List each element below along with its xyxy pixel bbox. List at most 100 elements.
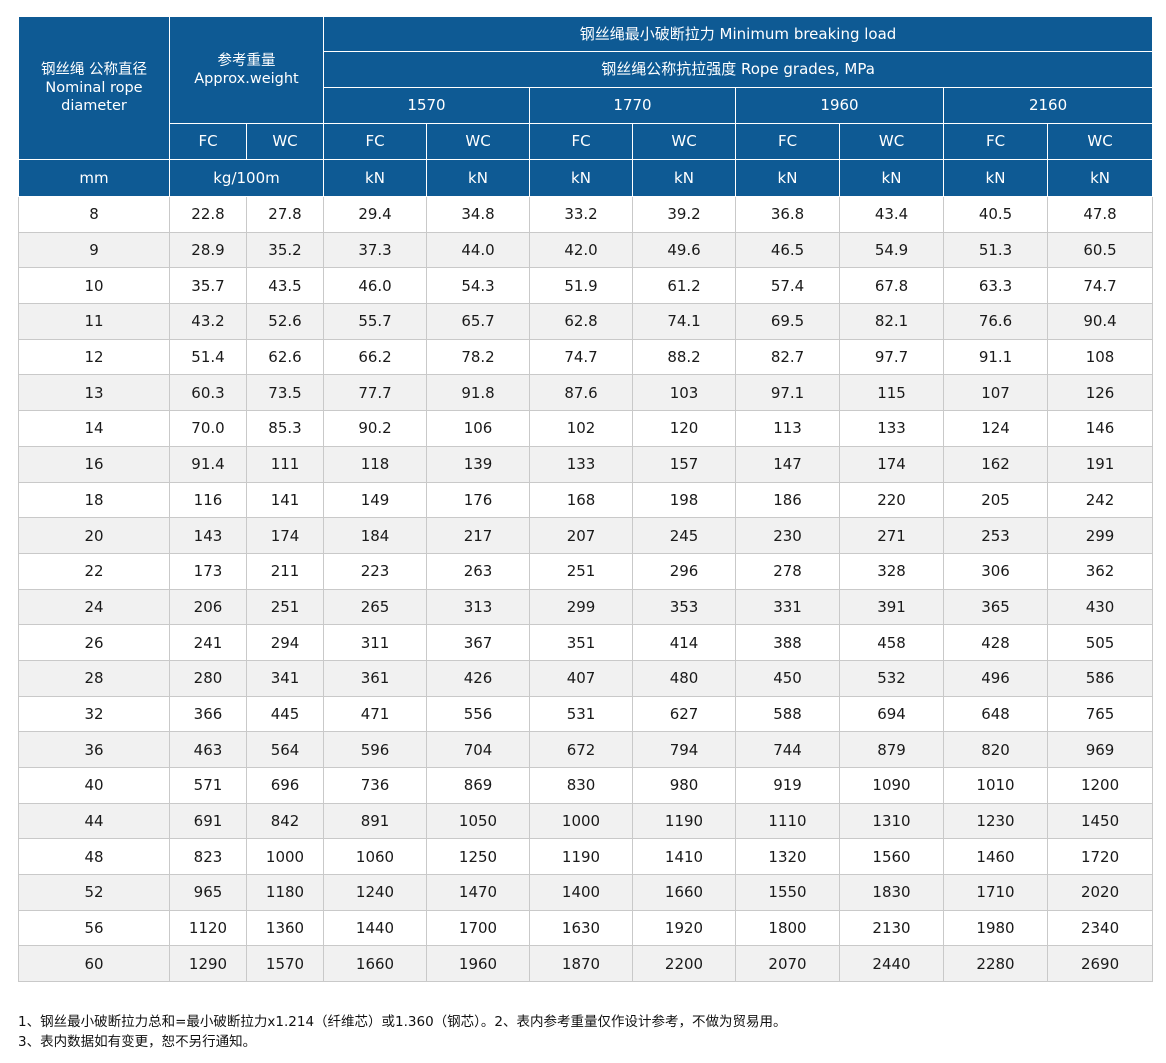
table-cell: 891 xyxy=(323,802,428,840)
header-approx-weight: 参考重量 Approx.weight xyxy=(168,16,325,124)
header-core-fc: FC xyxy=(529,123,634,160)
table-cell: 532 xyxy=(839,659,945,697)
header-grade-1570: 1570 xyxy=(323,87,531,124)
table-cell: 46.0 xyxy=(323,267,428,305)
table-cell: 62.8 xyxy=(529,303,634,340)
table-cell: 37.3 xyxy=(323,231,428,269)
cell-diameter: 26 xyxy=(18,624,170,661)
table-cell: 60.5 xyxy=(1047,231,1154,269)
table-cell: 2070 xyxy=(735,945,841,983)
table-cell: 1700 xyxy=(426,909,531,947)
table-cell: 43.2 xyxy=(169,303,247,340)
table-cell: 69.5 xyxy=(735,303,841,340)
table-cell: 1560 xyxy=(839,838,945,876)
table-cell: 27.8 xyxy=(245,196,325,233)
table-row: 13 60.3 73.5 77.7 91.8 87.6 103 97.1 115 107 126 xyxy=(18,374,1154,412)
table-row: 11 43.2 52.6 55.7 65.7 62.8 74.1 69.5 82.1 76.6 90… xyxy=(18,303,1154,340)
table-cell: 73.5 xyxy=(245,374,325,412)
table-cell: 736 xyxy=(323,767,428,804)
table-cell: 2200 xyxy=(632,945,737,983)
table-cell: 39.2 xyxy=(632,196,737,233)
table-cell: 869 xyxy=(426,767,531,804)
cell-diameter: 11 xyxy=(18,303,170,340)
table-cell: 1800 xyxy=(735,909,841,947)
table-cell: 1960 xyxy=(426,945,531,983)
header-weight-en: Approx.weight xyxy=(194,71,299,87)
cell-diameter: 48 xyxy=(18,838,170,876)
table-cell: 1000 xyxy=(245,838,325,876)
table-cell: 67.8 xyxy=(839,267,945,305)
table-cell: 146 xyxy=(1047,410,1154,447)
table-cell: 116 xyxy=(169,481,247,519)
table-cell: 85.3 xyxy=(245,410,325,447)
table-cell: 1460 xyxy=(943,838,1049,876)
table-cell: 648 xyxy=(943,695,1049,733)
table-cell: 91.4 xyxy=(169,445,247,483)
table-cell: 278 xyxy=(735,552,841,590)
table-row: 18 116 141 149 176 168 198 186 220 205 242 xyxy=(18,481,1154,519)
table-row: 56 1120 1360 1440 1700 1630 1920 1800 2130 1980 23… xyxy=(18,909,1154,947)
cell-diameter: 60 xyxy=(18,945,170,983)
table-cell: 91.8 xyxy=(426,374,531,412)
table-cell: 969 xyxy=(1047,731,1154,768)
header-core-fc: FC xyxy=(735,123,841,160)
table-cell: 34.8 xyxy=(426,196,531,233)
table-row: 36 463 564 596 704 672 794 744 879 820 969 xyxy=(18,731,1154,768)
table-cell: 556 xyxy=(426,695,531,733)
table-cell: 70.0 xyxy=(169,410,247,447)
table-cell: 1240 xyxy=(323,874,428,911)
table-cell: 54.3 xyxy=(426,267,531,305)
table-row: 32 366 445 471 556 531 627 588 694 648 765 xyxy=(18,695,1154,733)
header-core-wc: WC xyxy=(245,123,325,160)
table-cell: 458 xyxy=(839,624,945,661)
table-cell: 52.6 xyxy=(245,303,325,340)
table-cell: 980 xyxy=(632,767,737,804)
table-cell: 191 xyxy=(1047,445,1154,483)
table-cell: 471 xyxy=(323,695,428,733)
table-cell: 33.2 xyxy=(529,196,634,233)
table-cell: 253 xyxy=(943,517,1049,554)
table-cell: 1290 xyxy=(169,945,247,983)
table-row: 10 35.7 43.5 46.0 54.3 51.9 61.2 57.4 67.8 63.3 74… xyxy=(18,267,1154,305)
table-cell: 1120 xyxy=(169,909,247,947)
table-cell: 46.5 xyxy=(735,231,841,269)
table-cell: 351 xyxy=(529,624,634,661)
table-cell: 2690 xyxy=(1047,945,1154,983)
table-cell: 428 xyxy=(943,624,1049,661)
table-cell: 480 xyxy=(632,659,737,697)
table-cell: 331 xyxy=(735,588,841,626)
table-row: 22 173 211 223 263 251 296 278 328 306 362 xyxy=(18,552,1154,590)
cell-diameter: 44 xyxy=(18,802,170,840)
table-cell: 306 xyxy=(943,552,1049,590)
table-cell: 149 xyxy=(323,481,428,519)
table-cell: 211 xyxy=(245,552,325,590)
table-cell: 42.0 xyxy=(529,231,634,269)
table-cell: 97.7 xyxy=(839,338,945,376)
cell-diameter: 36 xyxy=(18,731,170,768)
table-cell: 765 xyxy=(1047,695,1154,733)
rope-spec-table-container: 钢丝绳 公称直径 Nominal rope diameter 参考重量 Appr… xyxy=(18,16,1154,983)
table-cell: 82.1 xyxy=(839,303,945,340)
table-cell: 672 xyxy=(529,731,634,768)
header-unit-kn: kN xyxy=(323,159,428,197)
table-cell: 198 xyxy=(632,481,737,519)
header-nominal-diameter: 钢丝绳 公称直径 Nominal rope diameter xyxy=(18,16,170,160)
table-row: 12 51.4 62.6 66.2 78.2 74.7 88.2 82.7 97.7 91.1 10… xyxy=(18,338,1154,376)
table-cell: 28.9 xyxy=(169,231,247,269)
table-cell: 696 xyxy=(245,767,325,804)
table-cell: 362 xyxy=(1047,552,1154,590)
table-cell: 353 xyxy=(632,588,737,626)
table-row: 40 571 696 736 869 830 980 919 1090 1010 1200 xyxy=(18,767,1154,804)
table-cell: 241 xyxy=(169,624,247,661)
table-cell: 133 xyxy=(839,410,945,447)
table-cell: 74.1 xyxy=(632,303,737,340)
table-cell: 107 xyxy=(943,374,1049,412)
table-cell: 184 xyxy=(323,517,428,554)
table-cell: 230 xyxy=(735,517,841,554)
cell-diameter: 13 xyxy=(18,374,170,412)
table-cell: 407 xyxy=(529,659,634,697)
table-cell: 426 xyxy=(426,659,531,697)
table-cell: 820 xyxy=(943,731,1049,768)
table-cell: 57.4 xyxy=(735,267,841,305)
footnote-line-1: 1、钢丝最小破断拉力总和=最小破断拉力x1.214（纤维芯）或1.360（钢芯）… xyxy=(18,1014,787,1030)
